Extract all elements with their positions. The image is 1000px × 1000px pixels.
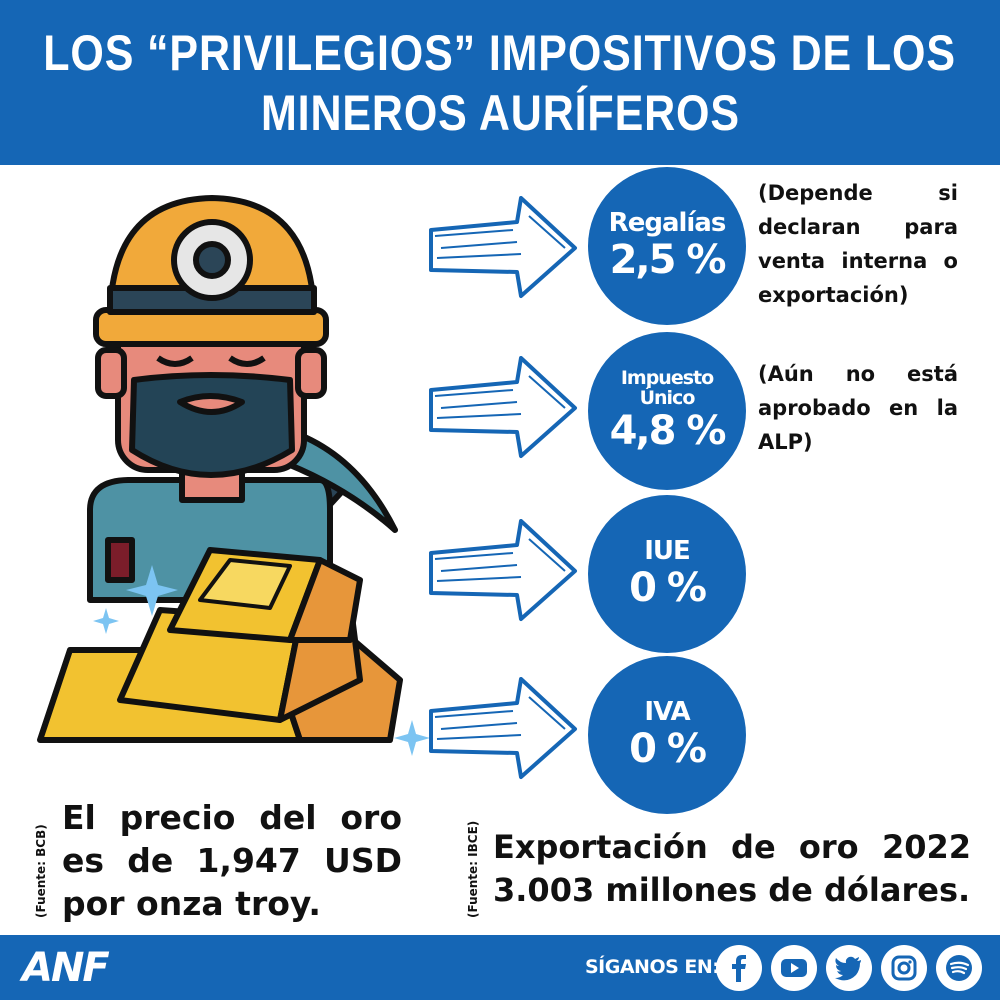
arrow-icon: [425, 673, 585, 783]
price-source: (Fuente: BCB): [34, 824, 48, 918]
header-banner: LOS “PRIVILEGIOS” IMPOSITIVOS DE LOS MIN…: [0, 0, 1000, 165]
gold-export-text: Exportación de oro 2022 3.003 millones d…: [493, 826, 971, 912]
instagram-icon[interactable]: [881, 945, 927, 991]
miner-icon: [87, 195, 333, 603]
tax-circle-iue: IUE 0 %: [588, 495, 746, 653]
export-line-2: 3.003 millones de dólares.: [493, 871, 971, 909]
tax-label: Regalías: [608, 208, 727, 238]
gold-price-text: El precio del oro es de 1,947 USD por on…: [62, 798, 402, 923]
facebook-icon[interactable]: [716, 945, 762, 991]
arrow-icon: [425, 192, 585, 302]
follow-us-label: SÍGANOS EN:: [585, 956, 720, 978]
tax-value: 0 %: [629, 726, 707, 772]
youtube-icon[interactable]: [771, 945, 817, 991]
tax-note-impuesto-unico: (Aún no está aprobado en la ALP): [758, 362, 958, 454]
arrow-icon: [425, 352, 585, 462]
tax-label: IUE: [644, 536, 691, 566]
tax-label: IVA: [644, 697, 690, 727]
arrow-icon: [425, 515, 585, 625]
title-line-1: LOS “PRIVILEGIOS” IMPOSITIVOS DE LOS: [43, 24, 957, 81]
tax-circle-impuesto-unico: Impuesto Único 4,8 %: [588, 332, 746, 490]
miner-illustration: [30, 180, 450, 780]
tax-label: Único: [639, 387, 696, 409]
twitter-icon[interactable]: [826, 945, 872, 991]
export-line-1: Exportación de oro 2022: [493, 828, 971, 866]
gold-bars-icon: [37, 547, 403, 743]
tax-note-regalias: (Depende si declaran para venta interna …: [758, 181, 958, 307]
tax-value: 4,8 %: [609, 408, 727, 454]
export-source: (Fuente: IBCE): [466, 820, 480, 918]
tax-label: Impuesto: [620, 367, 714, 389]
sparkle-icon: [93, 565, 430, 756]
anf-logo: ANF: [22, 945, 110, 991]
footer-bar: ANF SÍGANOS EN:: [0, 935, 1000, 1000]
tax-value: 2,5 %: [609, 237, 727, 283]
title-line-2: MINEROS AURÍFEROS: [260, 84, 740, 141]
tax-circle-regalias: Regalías 2,5 %: [588, 167, 746, 325]
tax-circle-iva: IVA 0 %: [588, 656, 746, 814]
tax-value: 0 %: [629, 565, 707, 611]
spotify-icon[interactable]: [936, 945, 982, 991]
